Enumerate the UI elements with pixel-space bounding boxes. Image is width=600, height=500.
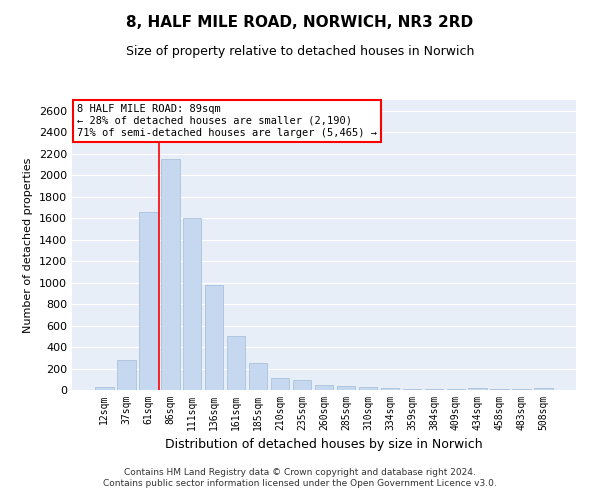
Bar (117, 360, 136, 390)
Y-axis label: Number of detached properties: Number of detached properties (23, 158, 34, 332)
Bar (314, 384, 334, 390)
Bar (249, 364, 268, 390)
Text: Contains HM Land Registry data © Crown copyright and database right 2024.
Contai: Contains HM Land Registry data © Crown c… (103, 468, 497, 487)
Bar (535, 388, 553, 390)
Bar (205, 286, 223, 390)
Bar (293, 380, 311, 390)
Bar (359, 387, 377, 390)
Bar (425, 388, 443, 390)
Bar (139, 212, 158, 390)
Bar (227, 336, 245, 390)
Text: Size of property relative to detached houses in Norwich: Size of property relative to detached ho… (126, 45, 474, 58)
Bar (403, 388, 421, 390)
Bar (380, 388, 399, 390)
Bar (271, 378, 289, 390)
Bar (337, 386, 355, 390)
Text: 8 HALF MILE ROAD: 89sqm
← 28% of detached houses are smaller (2,190)
71% of semi: 8 HALF MILE ROAD: 89sqm ← 28% of detache… (77, 104, 377, 138)
Bar (95, 388, 113, 390)
X-axis label: Distribution of detached houses by size in Norwich: Distribution of detached houses by size … (165, 438, 483, 452)
Bar (469, 388, 487, 390)
Text: 8, HALF MILE ROAD, NORWICH, NR3 2RD: 8, HALF MILE ROAD, NORWICH, NR3 2RD (127, 15, 473, 30)
Bar (183, 218, 202, 390)
Bar (161, 159, 179, 390)
